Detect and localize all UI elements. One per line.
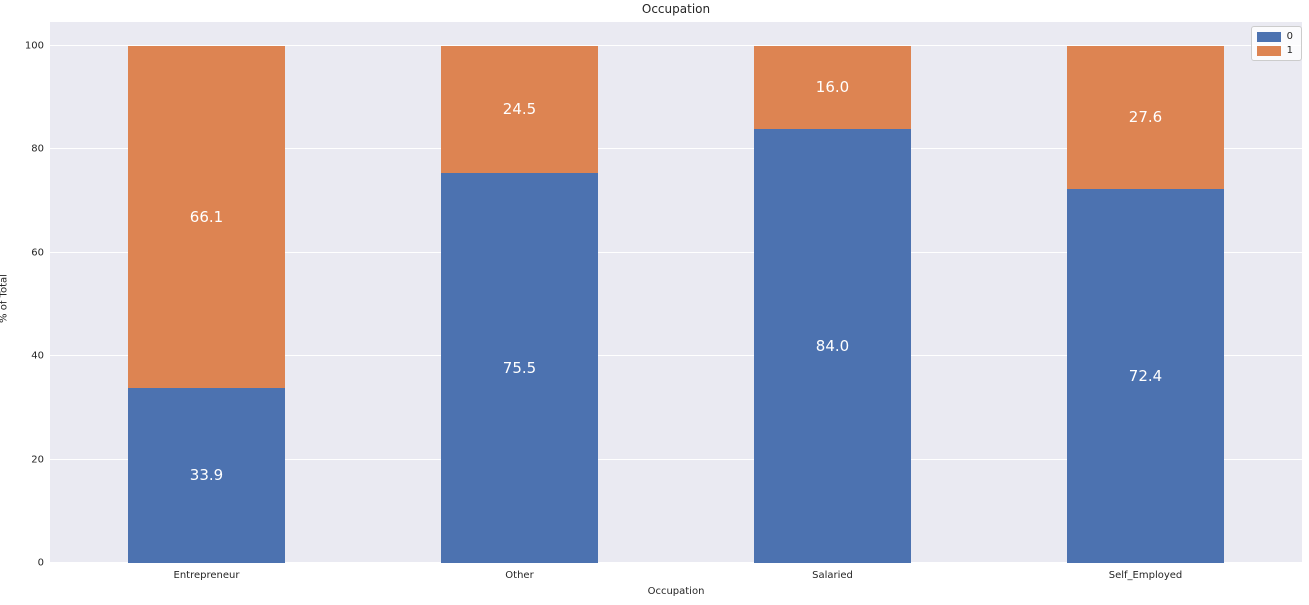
x-tick-label: Entrepreneur <box>173 570 240 581</box>
bar-value-label: 84.0 <box>815 336 850 355</box>
legend-item: 0 <box>1256 31 1293 42</box>
bar-segment: 84.0 <box>754 128 911 563</box>
bar-value-label: 75.5 <box>502 358 537 377</box>
x-tick-label: Salaried <box>812 570 853 581</box>
chart-title: Occupation <box>641 2 711 16</box>
bar-segment: 66.1 <box>128 46 285 388</box>
y-tick-label: 60 <box>31 247 44 259</box>
bar-value-label: 27.6 <box>1128 108 1163 127</box>
legend-item: 1 <box>1256 45 1293 56</box>
gridline <box>50 355 1302 357</box>
x-axis-label: Occupation <box>647 586 705 597</box>
gridline <box>50 251 1302 253</box>
bar-segment: 75.5 <box>441 172 598 563</box>
x-tick-label: Self_Employed <box>1108 570 1183 581</box>
x-tick-label: Other <box>505 570 534 581</box>
gridline <box>50 562 1302 563</box>
y-axis-label: % of Total <box>0 274 10 323</box>
bar-segment: 24.5 <box>441 46 598 173</box>
bar-value-label: 66.1 <box>189 207 224 226</box>
bar-segment: 16.0 <box>754 46 911 129</box>
legend-swatch <box>1256 45 1281 56</box>
y-tick-label: 0 <box>37 557 44 569</box>
y-tick-label: 80 <box>31 143 44 155</box>
y-tick-label: 100 <box>24 40 44 52</box>
bar-segment: 72.4 <box>1067 188 1224 563</box>
bar-value-label: 72.4 <box>1128 366 1163 385</box>
y-tick-label: 20 <box>31 454 44 466</box>
bar-value-label: 33.9 <box>189 466 224 485</box>
bar-value-label: 24.5 <box>502 100 537 119</box>
gridline <box>50 458 1302 460</box>
plot-area: 33.9 66.1 75.5 24.5 84.0 16.0 72.4 27.6 <box>50 22 1302 563</box>
bar-segment: 33.9 <box>128 387 285 563</box>
legend-label: 1 <box>1286 45 1293 56</box>
bar-segment: 27.6 <box>1067 46 1224 189</box>
bar-value-label: 16.0 <box>815 78 850 97</box>
y-tick-label: 40 <box>31 350 44 362</box>
legend-label: 0 <box>1286 31 1293 42</box>
gridline <box>50 148 1302 150</box>
gridline <box>50 45 1302 46</box>
legend-swatch <box>1256 31 1281 42</box>
